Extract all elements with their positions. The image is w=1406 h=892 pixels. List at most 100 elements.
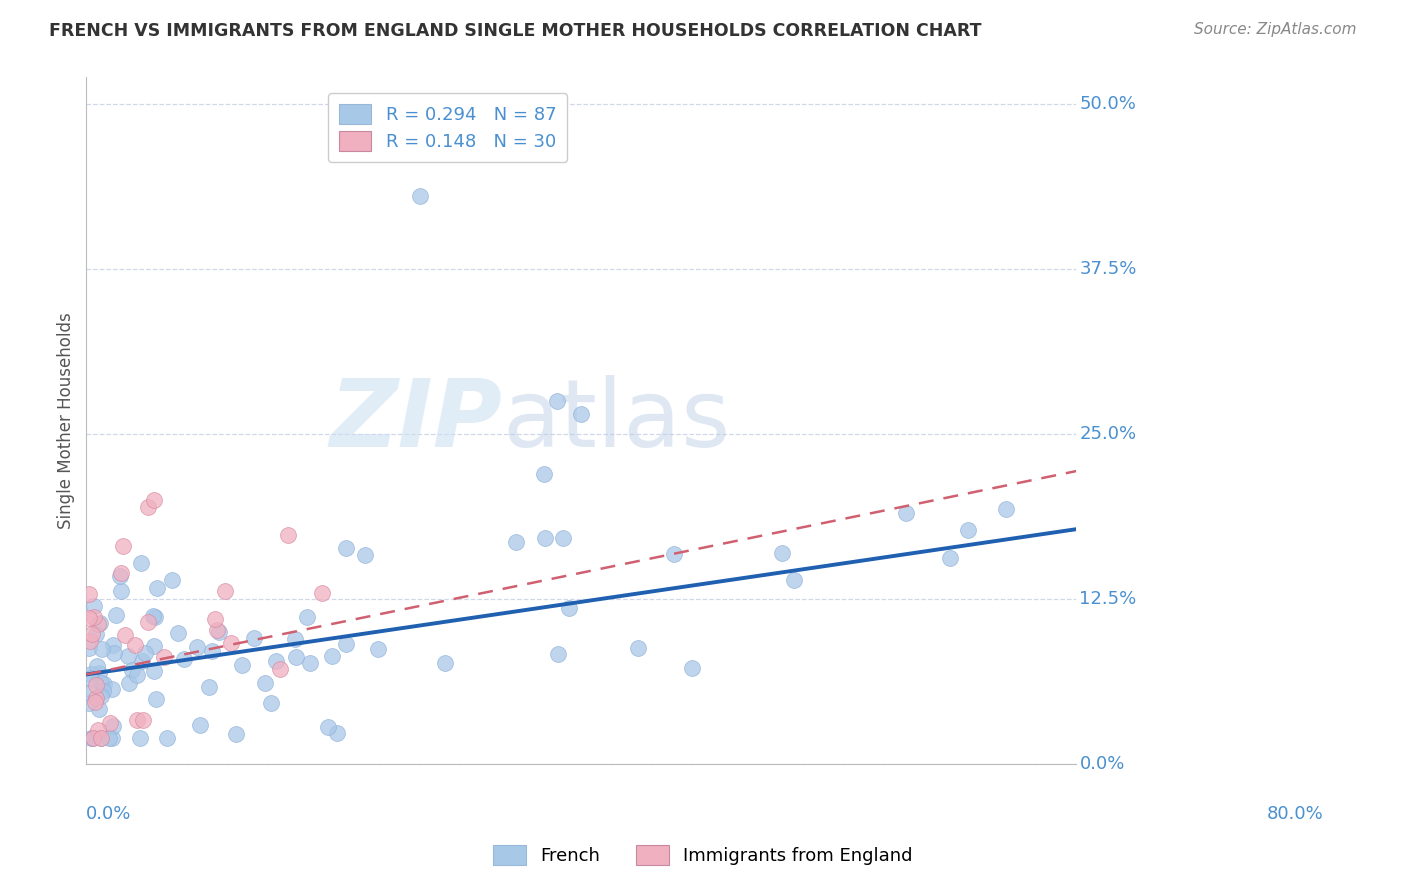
Point: [569, 407, 592, 421]
Point: [160, 573, 183, 587]
Point: [546, 394, 568, 409]
Point: [86, 658, 108, 673]
Point: [84, 691, 107, 706]
Point: [90, 676, 112, 690]
Point: [143, 639, 166, 653]
Point: [84, 695, 107, 709]
Point: [112, 539, 135, 553]
Text: 25.0%: 25.0%: [1080, 425, 1136, 443]
Point: [77, 640, 100, 655]
Point: [80, 731, 103, 745]
Point: [114, 628, 136, 642]
Point: [117, 648, 139, 663]
Point: [110, 584, 132, 599]
Point: [335, 637, 357, 651]
Point: [84, 627, 107, 641]
Point: [143, 493, 166, 508]
Point: [269, 662, 291, 676]
Point: [89, 615, 111, 630]
Point: [124, 638, 146, 652]
Point: [90, 690, 112, 704]
Point: [201, 644, 224, 658]
Point: [91, 641, 114, 656]
Text: 37.5%: 37.5%: [1080, 260, 1137, 278]
Point: [86, 723, 108, 738]
Point: [136, 500, 159, 514]
Point: [626, 641, 648, 656]
Point: [353, 548, 375, 562]
Point: [103, 719, 125, 733]
Point: [277, 527, 299, 541]
Point: [93, 677, 115, 691]
Point: [298, 656, 321, 670]
Point: [335, 541, 357, 555]
Point: [80, 666, 103, 681]
Point: [142, 609, 165, 624]
Point: [214, 583, 236, 598]
Point: [166, 626, 188, 640]
Text: 80.0%: 80.0%: [1267, 805, 1324, 823]
Point: [505, 534, 527, 549]
Point: [129, 556, 152, 570]
Point: [138, 615, 160, 629]
Point: [553, 531, 575, 545]
Point: [783, 573, 806, 587]
Point: [152, 650, 174, 665]
Point: [90, 731, 112, 745]
Point: [91, 683, 114, 698]
Point: [939, 550, 962, 565]
Point: [547, 647, 569, 661]
Point: [198, 680, 221, 694]
Point: [219, 636, 242, 650]
Point: [131, 714, 153, 728]
Text: ZIP: ZIP: [329, 375, 502, 467]
Point: [409, 189, 432, 203]
Point: [681, 661, 703, 675]
Point: [79, 671, 101, 685]
Point: [253, 676, 276, 690]
Point: [121, 663, 143, 677]
Point: [664, 547, 686, 561]
Point: [145, 581, 167, 595]
Point: [87, 702, 110, 716]
Point: [87, 665, 110, 680]
Text: Source: ZipAtlas.com: Source: ZipAtlas.com: [1194, 22, 1357, 37]
Point: [90, 731, 112, 745]
Point: [103, 646, 125, 660]
Text: atlas: atlas: [502, 375, 730, 467]
Point: [205, 623, 228, 637]
Point: [173, 651, 195, 665]
Point: [79, 686, 101, 700]
Point: [82, 731, 104, 745]
Point: [225, 726, 247, 740]
Point: [101, 731, 124, 745]
Point: [190, 718, 212, 732]
Point: [295, 610, 318, 624]
Point: [108, 568, 131, 582]
Point: [145, 691, 167, 706]
Point: [103, 638, 125, 652]
Point: [558, 601, 581, 615]
Point: [104, 607, 127, 622]
Point: [79, 633, 101, 648]
Legend: French, Immigrants from England: French, Immigrants from England: [486, 838, 920, 872]
Point: [82, 731, 104, 745]
Point: [142, 664, 165, 678]
Point: [127, 713, 149, 727]
Text: FRENCH VS IMMIGRANTS FROM ENGLAND SINGLE MOTHER HOUSEHOLDS CORRELATION CHART: FRENCH VS IMMIGRANTS FROM ENGLAND SINGLE…: [49, 22, 981, 40]
Point: [84, 678, 107, 692]
Point: [284, 632, 307, 647]
Point: [321, 649, 343, 664]
Point: [86, 616, 108, 631]
Point: [533, 531, 555, 545]
Point: [83, 599, 105, 613]
Point: [367, 641, 389, 656]
Point: [533, 467, 555, 481]
Point: [325, 726, 347, 740]
Point: [995, 502, 1018, 516]
Point: [98, 715, 121, 730]
Point: [129, 731, 152, 745]
Point: [110, 566, 132, 580]
Y-axis label: Single Mother Households: Single Mother Households: [58, 312, 75, 529]
Point: [208, 624, 231, 639]
